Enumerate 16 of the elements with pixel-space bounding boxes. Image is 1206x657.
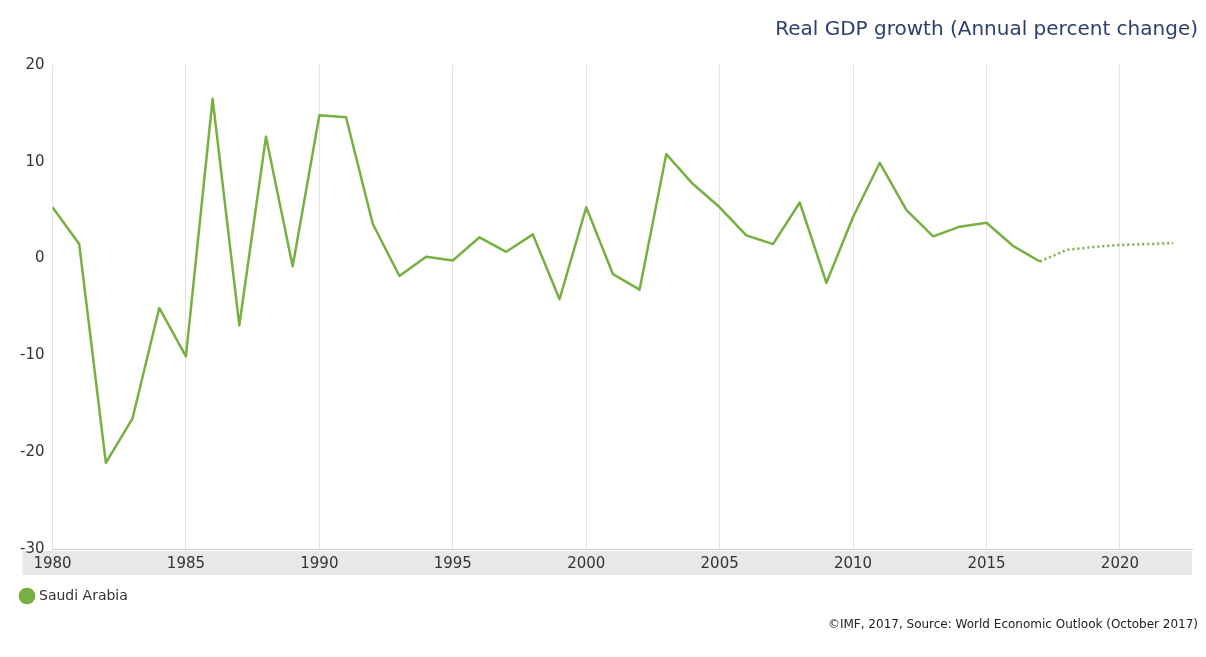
x-tick-label: 1990 [300, 553, 339, 572]
y-tick-label: -10 [20, 345, 45, 364]
x-tick-label: 1995 [433, 553, 472, 572]
x-tick-label: 2000 [567, 553, 606, 572]
text: ©IMF, 2017, Source: World Economic Outlook (October 2017) [826, 617, 1198, 631]
x-tick-label: 1985 [166, 553, 206, 572]
y-tick-label: -20 [20, 442, 45, 461]
legend-label: Saudi Arabia [39, 586, 128, 603]
x-tick-label: 2020 [1100, 553, 1140, 572]
chart-title: Real GDP growth (Annual percent change) [774, 15, 1198, 42]
x-tick-label: 2015 [967, 553, 1006, 572]
x-tick-label: 2010 [833, 553, 873, 572]
x-tick-label: 2005 [700, 553, 739, 572]
y-tick-label: 10 [25, 151, 45, 170]
y-tick-label: 0 [34, 248, 45, 267]
y-tick-label: 20 [25, 54, 45, 73]
